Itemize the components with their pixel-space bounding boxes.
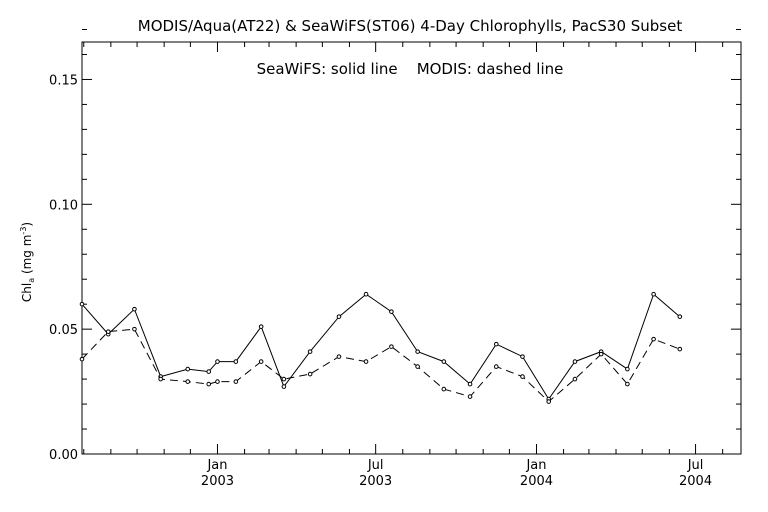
modis-point	[415, 364, 420, 369]
seawifs-point	[79, 301, 85, 307]
modis-point	[546, 399, 552, 404]
y-tick-label: 0.00	[49, 448, 78, 463]
legend-annotation: SeaWiFS: solid line MODIS: dashed line	[257, 60, 564, 78]
seawifs-point	[520, 354, 525, 359]
seawifs-point	[307, 349, 313, 354]
x-tick-month-label: Jan	[525, 458, 546, 473]
seawifs-point	[415, 349, 420, 354]
modis-line	[81, 328, 680, 403]
modis-point	[132, 326, 137, 332]
modis-point	[651, 336, 656, 342]
x-tick-year-label: 2003	[359, 474, 392, 489]
seawifs-point	[572, 359, 578, 364]
plot-frame	[81, 41, 742, 455]
plot-area: 0.000.050.100.15Jan2003Jul2003Jan2004Jul…	[49, 29, 742, 489]
modis-point	[258, 359, 264, 364]
modis-point	[572, 376, 578, 382]
modis-point	[215, 379, 220, 384]
modis-point	[281, 376, 287, 382]
svg-text:Chla (mg m-3): Chla (mg m-3)	[19, 222, 36, 302]
seawifs-point	[132, 306, 137, 312]
modis-point	[158, 376, 163, 382]
x-tick-month-label: Jul	[687, 458, 704, 473]
modis-point	[307, 371, 313, 377]
y-tick-label: 0.15	[49, 73, 78, 88]
modis-point	[105, 329, 111, 334]
modis-point	[598, 351, 604, 357]
modis-point	[493, 364, 499, 369]
seawifs-point	[677, 314, 683, 319]
seawifs-point	[625, 366, 630, 372]
chart-title: MODIS/Aqua(AT22) & SeaWiFS(ST06) 4-Day C…	[138, 17, 683, 35]
seawifs-point	[215, 359, 220, 364]
seawifs-point	[281, 384, 287, 389]
x-tick-month-label: Jan	[206, 458, 227, 473]
modis-point	[625, 381, 630, 387]
seawifs-point	[206, 369, 212, 374]
modis-point	[677, 346, 683, 352]
modis-point	[520, 374, 525, 379]
y-tick-label: 0.05	[49, 323, 78, 338]
modis-point	[336, 354, 342, 359]
modis-point	[206, 381, 212, 387]
modis-point	[467, 394, 473, 399]
seawifs-point	[185, 366, 191, 372]
y-tick-label: 0.10	[49, 198, 78, 213]
seawifs-point	[258, 324, 264, 329]
x-tick-month-label: Jul	[367, 458, 384, 473]
x-tick-year-label: 2004	[679, 474, 712, 489]
seawifs-point	[441, 359, 447, 364]
modis-point	[389, 344, 394, 349]
seawifs-point	[467, 381, 473, 387]
modis-point	[79, 356, 85, 362]
seawifs-point	[233, 359, 239, 364]
modis-point	[441, 386, 447, 392]
seawifs-point	[651, 291, 656, 297]
seawifs-point	[389, 309, 394, 314]
modis-point	[233, 379, 239, 384]
seawifs-point	[336, 314, 342, 319]
modis-point	[185, 379, 191, 384]
modis-point	[363, 359, 369, 364]
x-tick-year-label: 2004	[520, 474, 553, 489]
seawifs-line	[81, 293, 681, 401]
seawifs-point	[493, 341, 499, 347]
y-axis-label: Chla (mg m-3)	[19, 222, 36, 302]
x-tick-year-label: 2003	[201, 474, 234, 489]
seawifs-point	[363, 291, 369, 297]
